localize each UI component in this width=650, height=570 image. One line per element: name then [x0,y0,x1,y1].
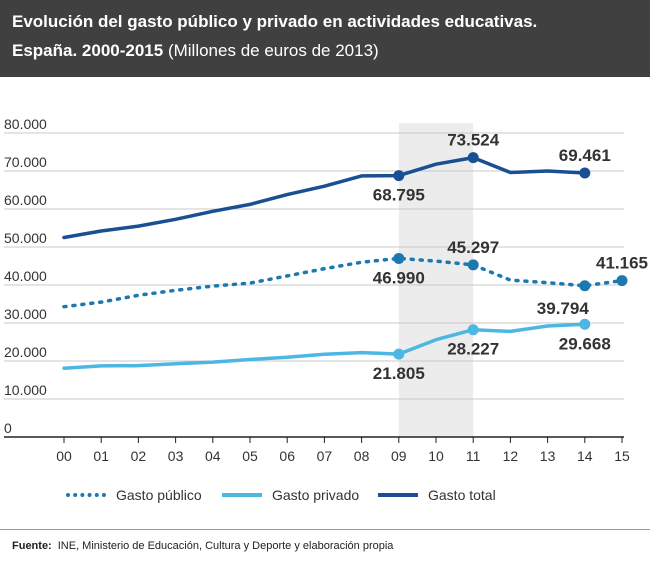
x-tick-label: 14 [577,448,593,464]
y-tick-label: 20.000 [4,344,47,360]
x-tick-label: 05 [242,448,258,464]
x-tick-label: 08 [354,448,370,464]
y-tick-label: 70.000 [4,154,47,170]
data-point-total [467,152,479,164]
x-tick-label: 12 [503,448,519,464]
x-tick-label: 01 [93,448,109,464]
x-tick-label: 04 [205,448,221,464]
data-point-privado [579,318,591,330]
x-tick-label: 13 [540,448,556,464]
data-label-publico: 46.990 [373,268,425,287]
x-tick-label: 06 [279,448,295,464]
chart-title-unit: (Millones de euros de 2013) [167,41,379,60]
source-note: Fuente: INE, Ministerio de Educación, Cul… [12,540,393,552]
footer-divider [0,529,650,530]
series-line-publico [62,256,624,309]
x-tick-label: 09 [391,448,407,464]
x-tick-label: 07 [317,448,333,464]
y-tick-label: 40.000 [4,268,47,284]
chart-header: Evolución del gasto público y privado en… [0,0,650,77]
data-point-publico [393,252,405,264]
data-point-publico [579,280,591,292]
data-label-publico: 39.794 [537,299,590,318]
series-line-total [62,155,587,240]
source-text: INE, Ministerio de Educación, Cultura y … [57,540,394,552]
data-label-privado: 28.227 [447,340,499,359]
highlight-band [398,123,474,437]
data-point-publico [467,259,479,271]
x-tick-label: 03 [168,448,184,464]
data-point-publico [616,275,628,287]
legend-item-total: Gasto total [378,487,496,503]
data-label-total: 68.795 [373,186,425,205]
y-tick-label: 80.000 [4,116,47,132]
y-tick-label: 30.000 [4,306,47,322]
series-line-privado [62,322,587,370]
data-point-privado [467,324,479,336]
y-tick-label: 0 [4,420,12,436]
chart-title-line1: Evolución del gasto público y privado en… [12,12,538,31]
chart-title-line2: España. 2000-2015 (Millones de euros de … [12,41,379,61]
data-point-total [579,167,591,179]
x-tick-label: 15 [614,448,630,464]
legend-label-publico: Gasto público [116,487,202,503]
chart-legend: Gasto público Gasto privado Gasto total [0,487,650,511]
chart-title-years: España. 2000-2015 [12,41,164,60]
legend-swatch-privado [222,493,262,497]
data-label-privado: 21.805 [373,364,425,383]
legend-item-privado: Gasto privado [222,487,359,503]
data-label-total: 69.461 [559,146,611,165]
x-tick-label: 02 [131,448,147,464]
x-tick-label: 00 [56,448,72,464]
y-tick-label: 10.000 [4,382,47,398]
line-chart: 0 10.000 20.000 30.000 40.000 50.000 60.000 70.… [4,116,648,464]
data-label-total: 73.524 [447,131,500,150]
y-tick-label: 60.000 [4,192,47,208]
legend-item-publico: Gasto público [66,487,202,503]
legend-swatch-total [378,493,418,497]
legend-label-privado: Gasto privado [272,487,360,503]
data-label-publico: 41.165 [596,254,648,273]
x-tick-label: 10 [428,448,444,464]
x-tick-label: 11 [466,448,481,464]
data-point-privado [393,348,405,360]
data-label-privado: 29.668 [559,334,611,353]
data-label-publico: 45.297 [447,238,499,257]
source-label: Fuente: [12,540,52,552]
legend-swatch-publico [66,493,106,497]
y-tick-label: 50.000 [4,230,47,246]
data-point-total [393,170,405,182]
legend-label-total: Gasto total [428,487,496,503]
